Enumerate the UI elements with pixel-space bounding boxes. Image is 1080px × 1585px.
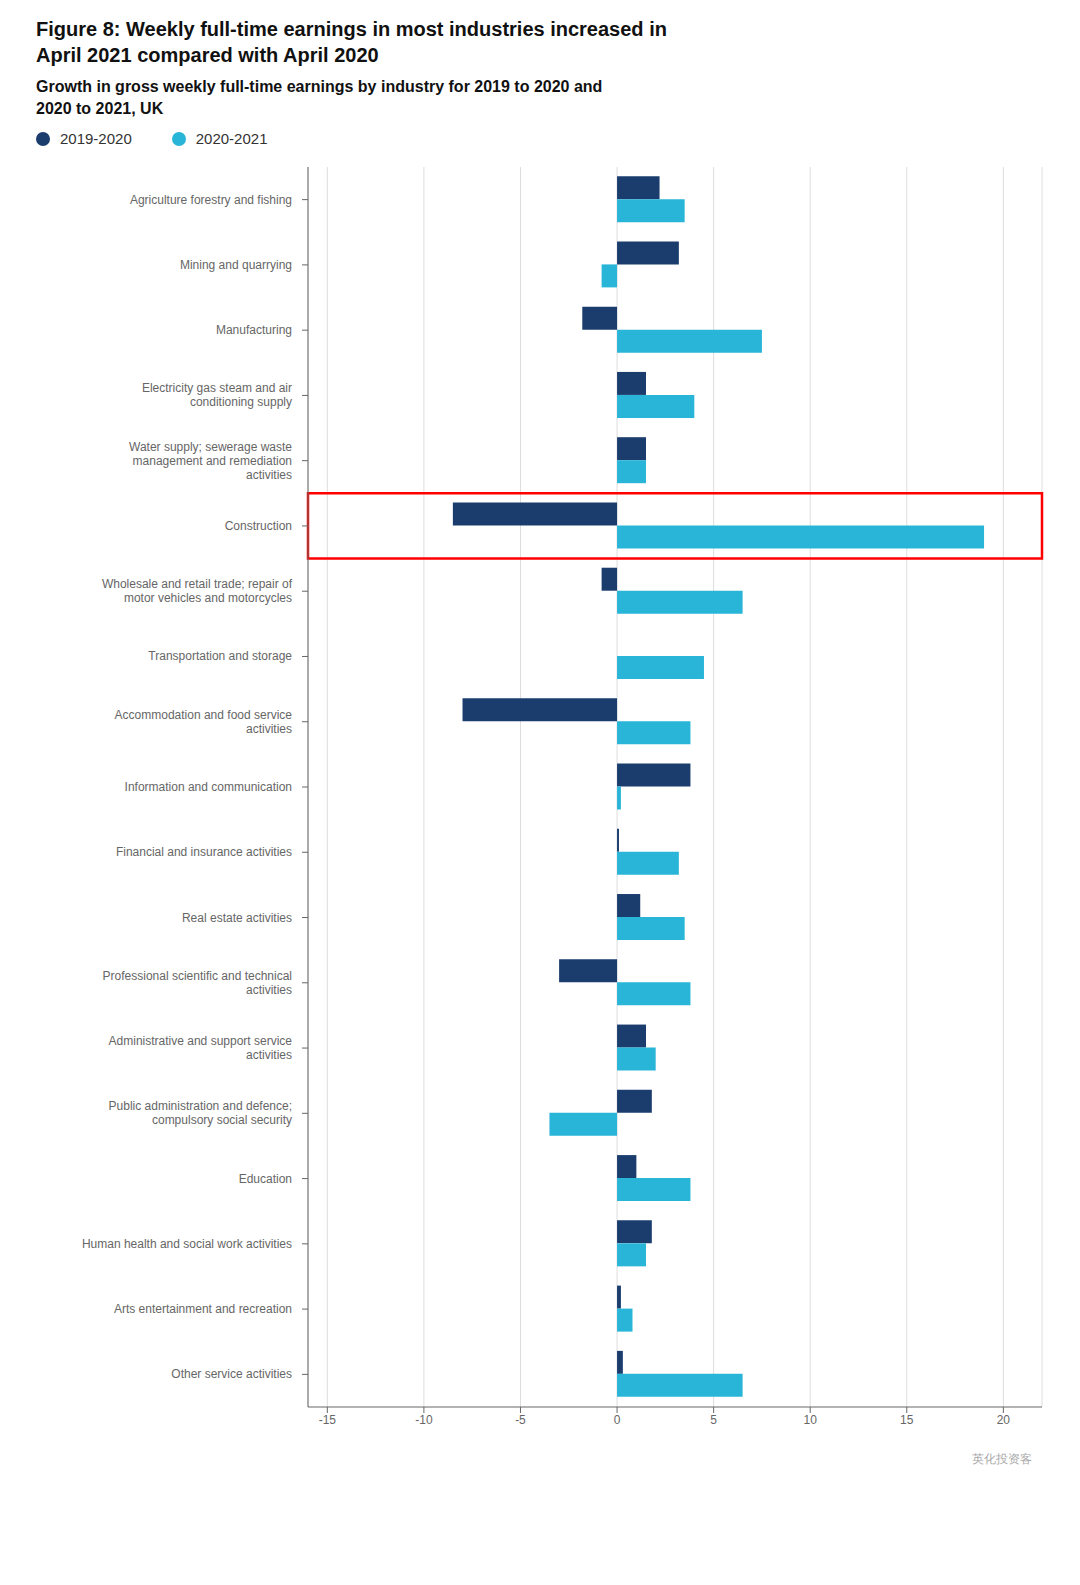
svg-text:Electricity gas steam and airc: Electricity gas steam and airconditionin… — [142, 381, 292, 409]
svg-text:-5: -5 — [515, 1413, 526, 1427]
html-text:英化投资客: 英化投资客 — [972, 1452, 1032, 1466]
html-text:Growth in gross weekly full-ti: Growth in gross weekly full-time earning… — [36, 78, 603, 95]
svg-text:Accommodation and food service: Accommodation and food serviceactivities — [115, 708, 293, 736]
svg-text:Real estate activities: Real estate activities — [182, 911, 292, 925]
svg-text:20: 20 — [997, 1413, 1011, 1427]
svg-text:-10: -10 — [415, 1413, 433, 1427]
svg-text:Human health and social work a: Human health and social work activities — [82, 1237, 292, 1251]
svg-text:Public administration and defe: Public administration and defence;compul… — [109, 1099, 292, 1127]
svg-text:0: 0 — [614, 1413, 621, 1427]
html-text:April 2021 compared with April: April 2021 compared with April 2020 — [36, 44, 379, 66]
svg-text:Mining and quarrying: Mining and quarrying — [180, 258, 292, 272]
html-text:2019-2020: 2019-2020 — [60, 130, 132, 147]
svg-text:-15: -15 — [319, 1413, 337, 1427]
svg-text:Professional scientific and te: Professional scientific and technicalact… — [103, 969, 292, 997]
svg-text:10: 10 — [804, 1413, 818, 1427]
svg-text:Agriculture forestry and fishi: Agriculture forestry and fishing — [130, 193, 292, 207]
svg-text:Financial and insurance activi: Financial and insurance activities — [116, 845, 292, 859]
html-text:2020 to 2021, UK: 2020 to 2021, UK — [36, 100, 164, 117]
svg-text:15: 15 — [900, 1413, 914, 1427]
svg-text:Construction: Construction — [225, 519, 292, 533]
svg-text:Manufacturing: Manufacturing — [216, 323, 292, 337]
html-text:2020-2021: 2020-2021 — [195, 130, 268, 147]
html-text:Figure 8: Weekly full-time ear: Figure 8: Weekly full-time earnings in m… — [36, 18, 667, 40]
svg-text:5: 5 — [710, 1413, 717, 1427]
svg-text:Administrative and support ser: Administrative and support serviceactivi… — [109, 1034, 293, 1062]
svg-text:Other service activities: Other service activities — [171, 1367, 292, 1381]
svg-text:Water supply; sewerage wastema: Water supply; sewerage wastemanagement a… — [129, 440, 292, 482]
svg-text:Transportation and storage: Transportation and storage — [148, 649, 292, 663]
svg-text:Wholesale and retail trade; re: Wholesale and retail trade; repair ofmot… — [102, 577, 293, 605]
svg-text:Information and communication: Information and communication — [125, 780, 292, 794]
svg-text:Education: Education — [239, 1172, 292, 1186]
svg-text:Arts entertainment and recreat: Arts entertainment and recreation — [114, 1302, 292, 1316]
